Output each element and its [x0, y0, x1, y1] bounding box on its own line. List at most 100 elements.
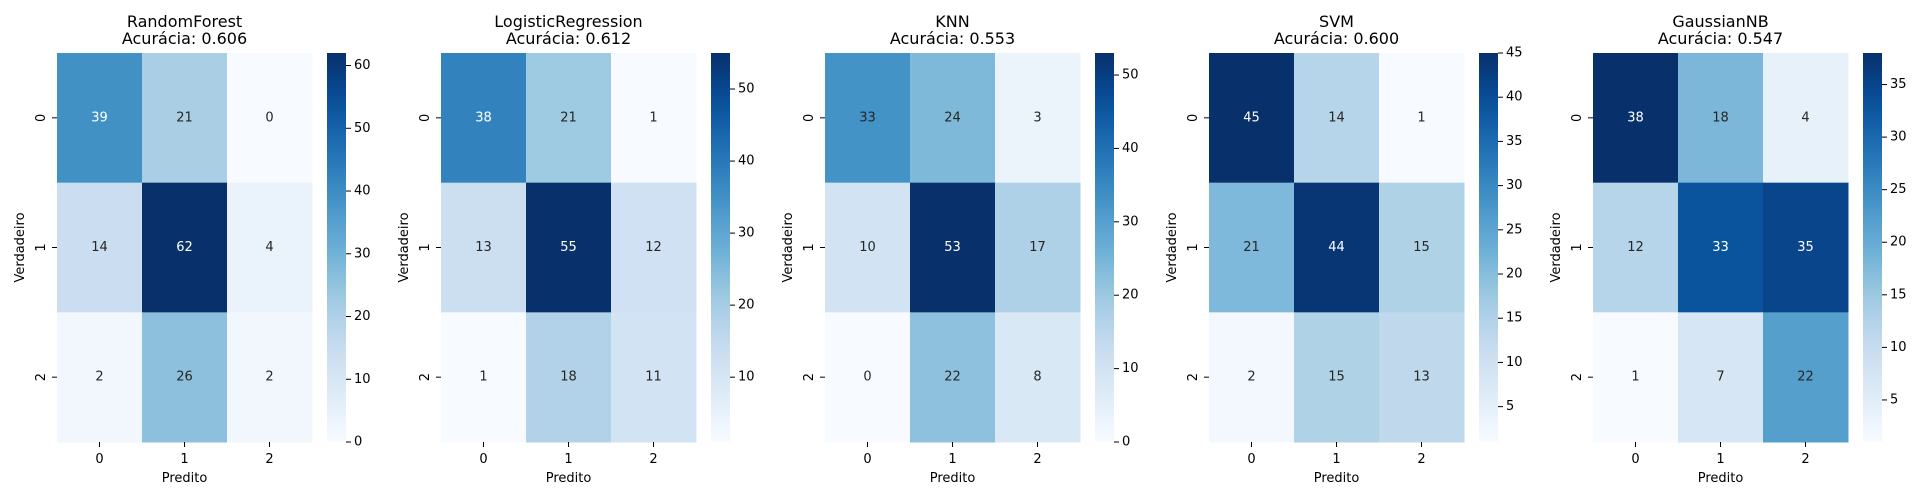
cell-value-label: 8	[1033, 370, 1041, 385]
heatmap-cell	[611, 182, 697, 313]
x-tick-label: 0	[863, 452, 871, 467]
cell-value-label: 44	[1328, 240, 1345, 255]
cell-value-label: 1	[649, 110, 657, 125]
heatmap-cell	[1209, 53, 1295, 184]
cell-value-label: 1	[1631, 370, 1639, 385]
cell-value-label: 14	[1328, 110, 1345, 125]
cell-value-label: 33	[859, 110, 876, 125]
heatmap-cell	[1294, 312, 1380, 443]
cell-value-label: 12	[1627, 240, 1644, 255]
heatmap-cell	[1763, 182, 1849, 313]
heatmap-cell	[227, 312, 313, 443]
y-axis-label: Verdadeiro	[781, 212, 796, 282]
chart-subtitle: Acurácia: 0.553	[890, 29, 1015, 48]
y-tick-label: 0	[418, 114, 433, 122]
cell-value-label: 35	[1797, 240, 1814, 255]
heatmap-cell	[995, 312, 1081, 443]
chart-subtitle: Acurácia: 0.600	[1274, 29, 1399, 48]
y-axis-label: Verdadeiro	[1165, 212, 1180, 282]
x-tick-label: 0	[95, 452, 103, 467]
cell-value-label: 39	[91, 110, 108, 125]
heatmap-cell	[441, 53, 527, 184]
colorbar-tick-label: 40	[1506, 90, 1523, 105]
cell-value-label: 15	[1413, 240, 1430, 255]
colorbar	[1863, 53, 1882, 442]
x-tick-label: 0	[1247, 452, 1255, 467]
heatmap-cell	[227, 53, 313, 184]
x-tick-label: 2	[649, 452, 657, 467]
colorbar-tick-label: 35	[1890, 77, 1907, 92]
colorbar-tick-label: 30	[738, 226, 755, 241]
y-tick-label: 2	[1186, 373, 1201, 381]
y-tick-label: 0	[802, 114, 817, 122]
heatmap-cell	[1763, 312, 1849, 443]
heatmap-cell	[142, 53, 228, 184]
chart-subtitle: Acurácia: 0.612	[506, 29, 631, 48]
heatmap-cell	[910, 53, 996, 184]
colorbar-tick-label: 20	[738, 298, 755, 313]
colorbar-tick-label: 30	[1506, 178, 1523, 193]
cell-value-label: 26	[176, 370, 193, 385]
colorbar-tick-label: 20	[354, 309, 371, 324]
colorbar-tick-label: 5	[1506, 399, 1514, 414]
heatmap-cell	[57, 182, 143, 313]
cell-value-label: 15	[1328, 370, 1345, 385]
y-tick-label: 0	[1570, 114, 1585, 122]
heatmap-cell	[1209, 312, 1295, 443]
y-axis-label: Verdadeiro	[13, 212, 28, 282]
cell-value-label: 0	[863, 370, 871, 385]
cell-value-label: 1	[479, 370, 487, 385]
colorbar-tick-label: 35	[1506, 134, 1523, 149]
colorbar-tick-label: 0	[354, 435, 362, 450]
heatmap-cell	[611, 312, 697, 443]
cell-value-label: 7	[1716, 370, 1724, 385]
heatmap-cell	[611, 53, 697, 184]
y-tick-label: 2	[34, 373, 49, 381]
colorbar-tick-label: 50	[1122, 68, 1139, 83]
y-tick-label: 1	[1186, 243, 1201, 251]
cell-value-label: 11	[645, 370, 662, 385]
heatmap-cell	[1379, 53, 1465, 184]
colorbar-tick-label: 10	[738, 370, 755, 385]
colorbar-tick-label: 15	[1506, 311, 1523, 326]
colorbar-tick-label: 30	[354, 246, 371, 261]
colorbar-tick-label: 50	[354, 121, 371, 136]
colorbar-tick-label: 20	[1122, 288, 1139, 303]
heatmap-cell	[1593, 53, 1679, 184]
heatmap-cell	[910, 312, 996, 443]
heatmap-cell	[1593, 312, 1679, 443]
cell-value-label: 18	[560, 370, 577, 385]
chart-title: GaussianNB	[1672, 12, 1768, 31]
heatmap-cell	[142, 182, 228, 313]
x-tick-label: 1	[1716, 452, 1724, 467]
heatmap-cell	[910, 182, 996, 313]
chart-subtitle: Acurácia: 0.547	[1658, 29, 1783, 48]
heatmap-cell	[1379, 312, 1465, 443]
colorbar-tick-label: 25	[1506, 222, 1523, 237]
cell-value-label: 33	[1712, 240, 1729, 255]
cell-value-label: 55	[560, 240, 577, 255]
cell-value-label: 18	[1712, 110, 1729, 125]
cell-value-label: 62	[176, 240, 193, 255]
colorbar-tick-label: 5	[1890, 392, 1898, 407]
cell-value-label: 17	[1029, 240, 1046, 255]
cell-value-label: 2	[265, 370, 273, 385]
cell-value-label: 24	[944, 110, 961, 125]
y-tick-label: 2	[1570, 373, 1585, 381]
x-axis-label: Predito	[1698, 471, 1744, 486]
y-tick-label: 0	[1186, 114, 1201, 122]
heatmap-cell	[526, 182, 612, 313]
x-tick-label: 1	[948, 452, 956, 467]
colorbar-tick-label: 15	[1890, 287, 1907, 302]
cell-value-label: 21	[560, 110, 577, 125]
cell-value-label: 45	[1243, 110, 1260, 125]
colorbar-tick-label: 25	[1890, 182, 1907, 197]
colorbar-tick-label: 50	[738, 82, 755, 97]
cell-value-label: 0	[265, 110, 273, 125]
x-axis-label: Predito	[930, 471, 976, 486]
heatmap-cell	[526, 312, 612, 443]
cell-value-label: 12	[645, 240, 662, 255]
heatmap-cell	[142, 312, 228, 443]
cell-value-label: 3	[1033, 110, 1041, 125]
